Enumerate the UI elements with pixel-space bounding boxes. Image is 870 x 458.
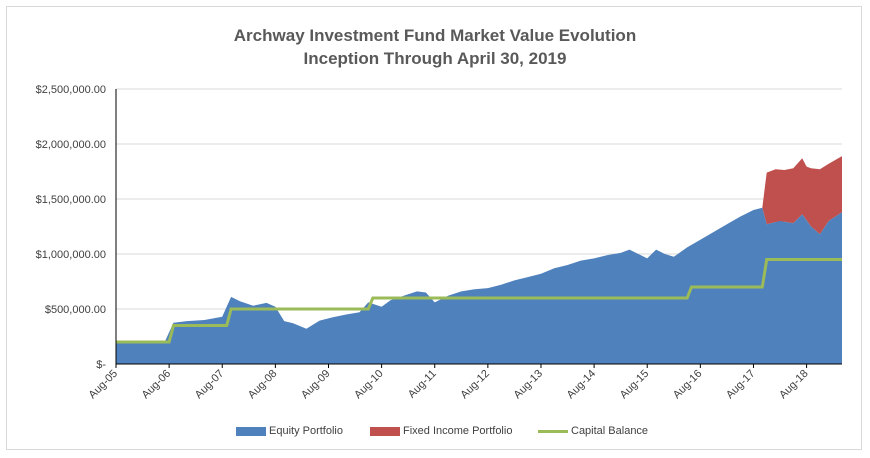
x-tick-label: Aug-08	[246, 368, 280, 402]
x-tick-label: Aug-05	[87, 368, 121, 402]
fixed-income-area	[762, 156, 842, 235]
legend-swatch-fixed-income	[370, 426, 400, 436]
legend-label-capital-balance: Capital Balance	[571, 425, 649, 437]
x-tick-label: Aug-07	[193, 368, 227, 402]
x-tick-label: Aug-13	[512, 368, 546, 402]
legend-label-equity: Equity Portfolio	[269, 425, 343, 437]
x-tick-label: Aug-15	[618, 368, 652, 402]
legend-swatch-equity	[236, 426, 266, 436]
chart-legend: Equity Portfolio Fixed Income Portfolio …	[0, 423, 870, 439]
x-tick-label: Aug-17	[724, 368, 758, 402]
x-tick-label: Aug-09	[299, 368, 333, 402]
chart-frame	[6, 6, 862, 450]
legend-item-equity: Equity Portfolio	[236, 423, 343, 439]
legend-item-fixed-income: Fixed Income Portfolio	[370, 423, 512, 439]
y-tick-label: $1,000,000.00	[36, 249, 106, 261]
x-tick-label: Aug-12	[458, 368, 492, 402]
legend-item-capital-balance: Capital Balance	[538, 423, 648, 439]
x-tick-label: Aug-16	[671, 368, 705, 402]
y-tick-label: $1,500,000.00	[36, 194, 106, 206]
y-tick-label: $-	[96, 359, 106, 371]
legend-label-fixed-income: Fixed Income Portfolio	[403, 425, 513, 437]
y-tick-label: $500,000.00	[45, 304, 106, 316]
x-tick-label: Aug-11	[406, 368, 439, 401]
y-tick-label: $2,500,000.00	[36, 84, 106, 96]
x-tick-label: Aug-14	[565, 368, 599, 402]
chart-title: Archway Investment Fund Market Value Evo…	[233, 26, 637, 45]
x-tick-label: Aug-06	[140, 368, 174, 402]
equity-area	[116, 207, 842, 364]
x-tick-label: Aug-18	[777, 368, 811, 402]
capital-balance-line	[116, 258, 842, 344]
chart-subtitle: Inception Through April 30, 2019	[303, 49, 567, 68]
x-tick-label: Aug-10	[352, 368, 386, 402]
legend-swatch-capital-balance	[538, 429, 568, 433]
y-tick-label: $2,000,000.00	[36, 139, 106, 151]
